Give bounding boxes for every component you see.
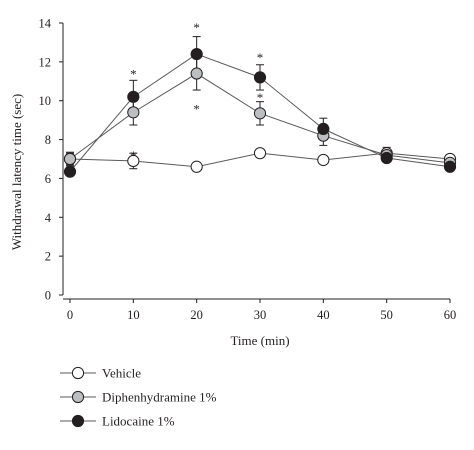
legend-marker — [71, 414, 85, 428]
data-point — [127, 154, 140, 168]
data-point — [317, 122, 330, 135]
data-point — [190, 47, 203, 61]
x-axis-title: Time (min) — [230, 333, 289, 348]
axes: 0 2 4 6 8 10 12 14 0 10 20 30 40 50 60 — [39, 17, 457, 323]
y-tick-label: 6 — [45, 172, 51, 186]
legend-label: Diphenhydramine 1% — [102, 390, 217, 405]
y-tick-label: 14 — [39, 17, 52, 31]
data-point — [127, 90, 140, 103]
x-tick-label: 40 — [317, 308, 330, 322]
y-axis-title: Withdrawal latency time (sec) — [9, 94, 24, 251]
legend-entry: Diphenhydramine 1% — [60, 390, 217, 405]
significance-star: * — [193, 20, 200, 35]
data-point — [63, 152, 77, 166]
data-point — [63, 165, 77, 178]
x-tick-label: 10 — [127, 308, 140, 322]
x-tick-label: 0 — [67, 308, 73, 322]
data-point — [190, 160, 203, 173]
y-tick-label: 8 — [45, 133, 51, 147]
data-point — [443, 160, 457, 173]
data-point — [317, 153, 330, 167]
significance-star: * — [257, 90, 264, 105]
y-tick-label: 4 — [45, 211, 52, 225]
data-point — [190, 67, 203, 80]
y-tick-label: 12 — [39, 55, 52, 69]
x-tick-label: 50 — [380, 308, 393, 322]
significance-star: * — [130, 67, 137, 82]
significance-star: * — [257, 50, 264, 65]
x-tick-label: 60 — [444, 308, 457, 322]
plot-area: * * * * * * — [63, 20, 457, 178]
y-tick-label: 0 — [45, 289, 51, 303]
legend-label: Vehicle — [102, 366, 141, 381]
significance-star: * — [193, 102, 200, 117]
legend-entry: Lidocaine 1% — [60, 414, 175, 429]
legend: Vehicle Diphenhydramine 1% Lidocaine 1% — [60, 366, 217, 429]
x-tick-label: 20 — [190, 308, 203, 322]
significance-star: * — [130, 148, 137, 163]
legend-label: Lidocaine 1% — [102, 414, 175, 429]
data-point — [127, 106, 140, 119]
data-point — [253, 107, 267, 120]
x-tick-label: 30 — [254, 308, 267, 322]
legend-entry: Vehicle — [60, 366, 141, 381]
y-tick-label: 2 — [45, 250, 51, 264]
data-point — [380, 151, 393, 165]
legend-marker — [71, 366, 85, 380]
legend-marker — [71, 390, 85, 404]
data-point — [253, 147, 267, 160]
y-tick-label: 10 — [39, 94, 52, 108]
data-point — [253, 71, 267, 84]
